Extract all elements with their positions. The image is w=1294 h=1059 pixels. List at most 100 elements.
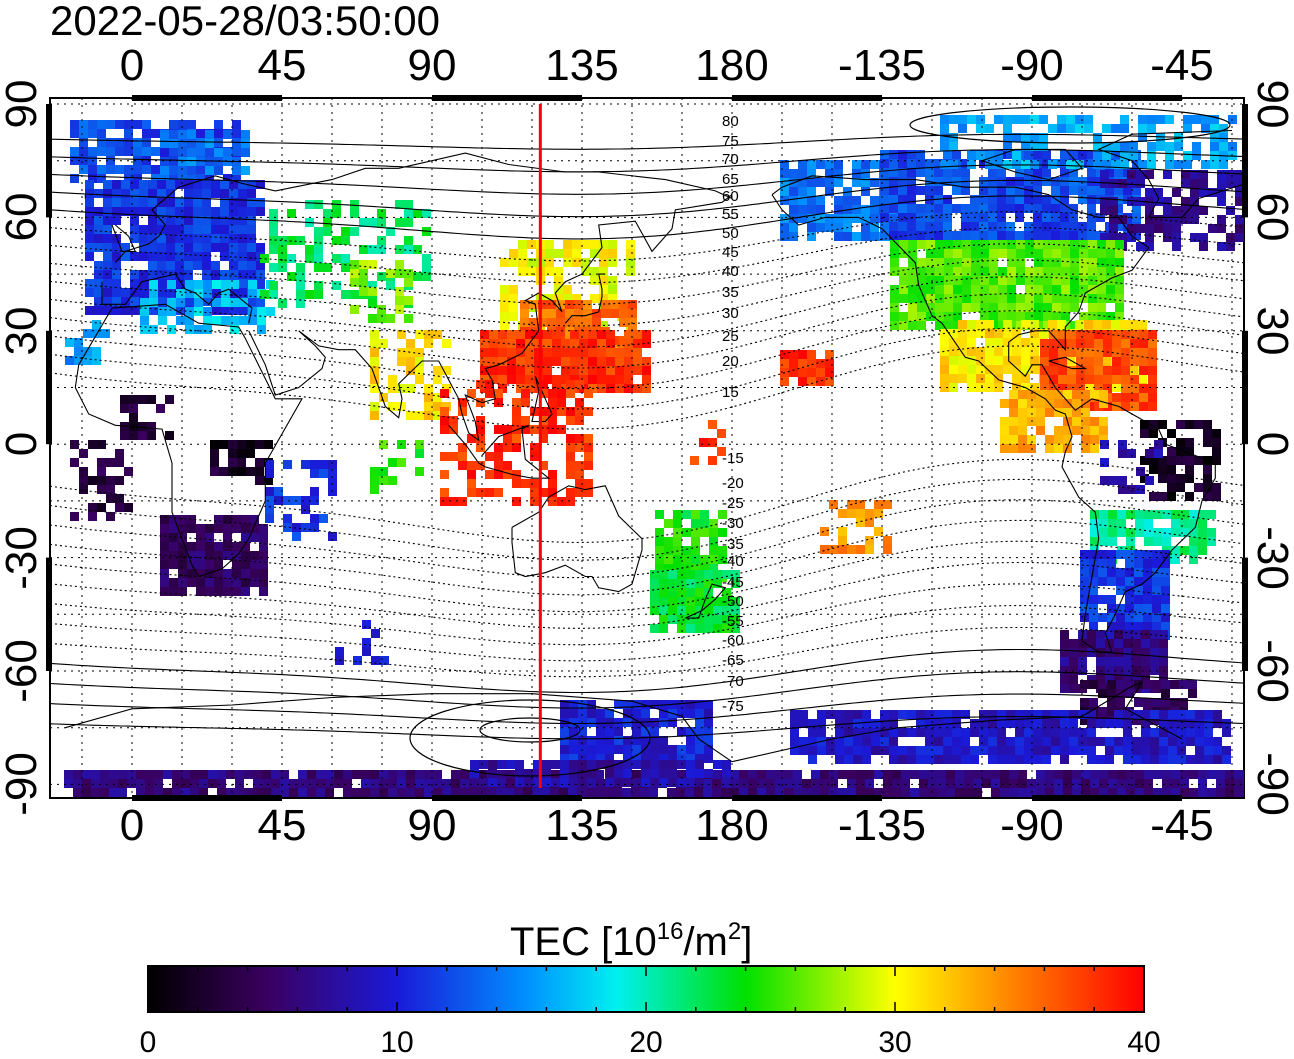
tec-cell — [561, 357, 570, 366]
tec-cell — [397, 330, 406, 339]
tec-cell — [961, 710, 970, 719]
tec-cell — [79, 449, 88, 458]
tec-cell — [712, 788, 721, 797]
tec-cell — [1161, 698, 1170, 707]
tec-cell — [1058, 384, 1067, 393]
tec-cell — [1132, 755, 1141, 764]
tec-cell — [260, 254, 269, 263]
tec-cell — [1159, 755, 1168, 764]
tec-cell — [925, 222, 934, 231]
tec-cell — [1108, 519, 1117, 528]
tec-cell — [205, 174, 214, 183]
tec-cell — [982, 770, 991, 779]
tec-cell — [154, 779, 163, 788]
tec-cell — [1121, 402, 1130, 411]
tec-cell — [826, 710, 835, 719]
tec-cell — [979, 159, 988, 168]
tec-cell — [1108, 779, 1117, 788]
tec-cell — [1143, 622, 1152, 631]
tec-cell — [1189, 519, 1198, 528]
tec-cell — [916, 231, 925, 240]
tec-cell — [565, 318, 574, 327]
tec-cell — [1090, 779, 1099, 788]
tec-cell — [560, 754, 569, 763]
tec-cell — [1007, 240, 1016, 249]
tec-cell — [852, 196, 861, 205]
tec-cell — [1099, 390, 1108, 399]
tec-cell — [289, 779, 298, 788]
tec-cell — [1007, 285, 1016, 294]
tec-cell — [712, 770, 721, 779]
tec-cell — [1106, 285, 1115, 294]
tec-cell — [1034, 303, 1043, 312]
tec-cell — [85, 225, 94, 234]
tec-cell — [1158, 474, 1167, 483]
tec-cell — [184, 234, 193, 243]
tec-cell — [1189, 770, 1198, 779]
tec-cell — [566, 461, 575, 470]
tec-cell — [223, 174, 232, 183]
tec-cell — [1009, 435, 1018, 444]
tec-cell — [449, 416, 458, 425]
tec-cell — [798, 368, 807, 377]
tec-cell — [548, 479, 557, 488]
coastline — [1097, 129, 1244, 218]
tec-cell — [1204, 755, 1213, 764]
tec-cell — [650, 736, 659, 745]
tec-cell — [85, 207, 94, 216]
tec-cell — [1069, 231, 1078, 240]
tec-cell — [1134, 550, 1143, 559]
tec-cell — [533, 778, 542, 787]
tec-cell — [1036, 779, 1045, 788]
tec-cell — [889, 728, 898, 737]
tec-cell — [97, 440, 106, 449]
tec-cell — [949, 347, 958, 356]
tec-cell — [1123, 728, 1132, 737]
tec-cell — [834, 178, 843, 187]
tec-cell — [961, 159, 970, 168]
tec-cell — [588, 348, 597, 357]
tec-cell — [442, 779, 451, 788]
tec-cell — [239, 316, 248, 325]
tec-cell — [1085, 330, 1094, 339]
tec-cell — [988, 195, 997, 204]
tec-cell — [332, 281, 341, 290]
tec-cell — [597, 375, 606, 384]
tec-cell — [361, 788, 370, 797]
tec-cell — [1203, 429, 1212, 438]
tec-cell — [1069, 168, 1078, 177]
tec-cell — [970, 746, 979, 755]
colorbar-tick-label: 30 — [878, 1026, 912, 1059]
tec-cell — [124, 503, 133, 512]
tec-cell — [516, 330, 525, 339]
tec-cell — [1100, 440, 1109, 449]
tec-cell — [1127, 224, 1136, 233]
tec-cell — [980, 276, 989, 285]
tec-cell — [994, 374, 1003, 383]
tec-cell — [1085, 339, 1094, 348]
tec-cell — [1015, 195, 1024, 204]
tec-cell — [570, 348, 579, 357]
top-lon-tick-label: 45 — [257, 41, 307, 90]
tec-cell — [853, 755, 862, 764]
tec-cell — [229, 234, 238, 243]
tec-cell — [422, 263, 431, 272]
tec-cell — [998, 285, 1007, 294]
tec-cell — [1134, 568, 1143, 577]
tec-cell — [467, 488, 476, 497]
contour-label: -65 — [722, 652, 744, 669]
tec-cell — [1081, 779, 1090, 788]
tec-cell — [628, 300, 637, 309]
tec-cell — [970, 728, 979, 737]
tec-cell — [178, 551, 187, 560]
tec-cell — [1054, 770, 1063, 779]
tec-cell — [958, 320, 967, 329]
tec-cell — [1030, 356, 1039, 365]
tec-cell — [269, 218, 278, 227]
tec-cell — [1063, 788, 1072, 797]
tec-cell — [112, 279, 121, 288]
tec-cell — [565, 327, 574, 336]
tec-cell — [256, 207, 265, 216]
tec-cell — [397, 788, 406, 797]
tec-cell — [539, 434, 548, 443]
